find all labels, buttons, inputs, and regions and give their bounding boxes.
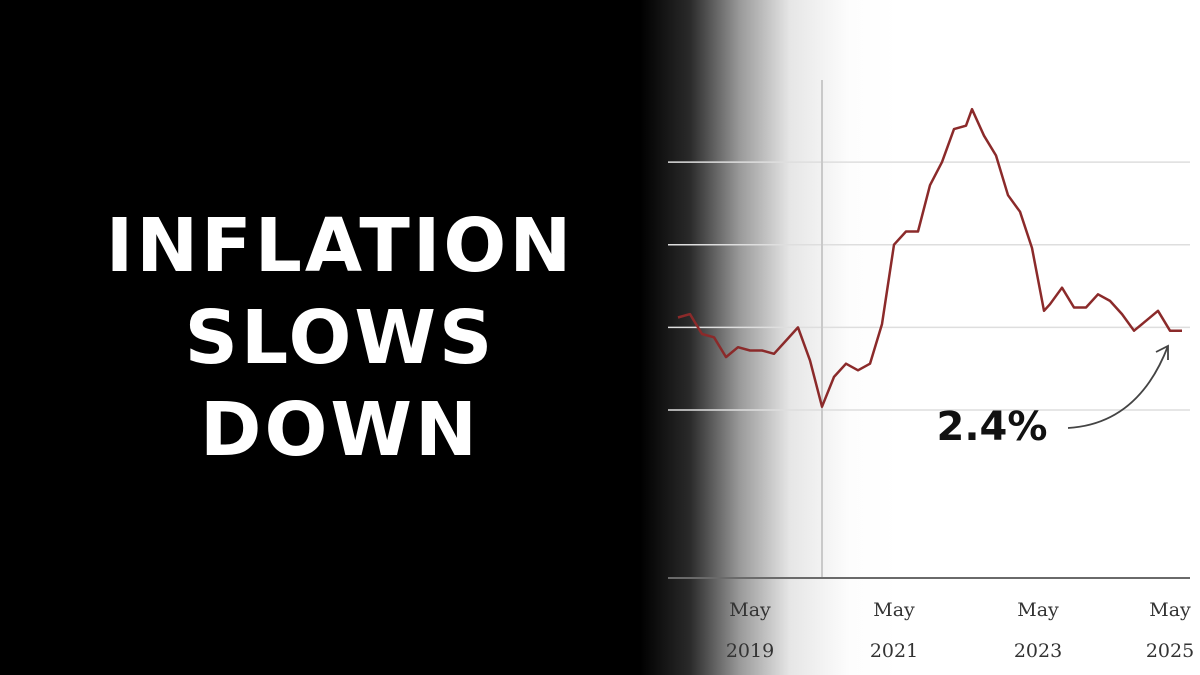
x-tick-label-year: 2019 <box>726 640 774 662</box>
chart-grid <box>668 161 1190 411</box>
headline-line-2: SLOWS <box>184 295 496 381</box>
x-tick-label-month: May <box>729 599 771 621</box>
x-tick-label-year: 2021 <box>870 640 918 662</box>
latest-value-callout: 2.4% <box>937 404 1048 450</box>
x-tick-label-year: 2023 <box>1014 640 1062 662</box>
callout-arrowhead <box>1155 344 1169 360</box>
headline-line-3: DOWN <box>200 387 480 473</box>
headline: INFLATION SLOWS DOWN <box>40 200 640 476</box>
x-tick-label-year: 2025 <box>1146 640 1194 662</box>
callout-arrow <box>1067 345 1169 429</box>
x-tick-label-month: May <box>1017 599 1059 621</box>
x-tick-label-month: May <box>873 599 915 621</box>
cpi-series-line <box>677 107 1182 408</box>
x-tick-label-month: May <box>1149 599 1191 621</box>
headline-line-1: INFLATION <box>105 203 575 289</box>
x-axis-tick-labels: May 2019 May 2021 May 2023 May 2025 <box>726 599 1194 662</box>
